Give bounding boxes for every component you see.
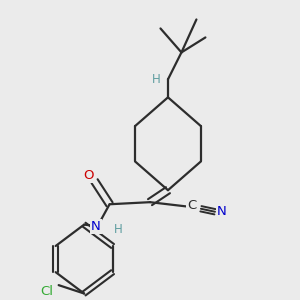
Text: N: N xyxy=(217,205,227,218)
Text: H: H xyxy=(152,73,160,86)
Text: Cl: Cl xyxy=(40,285,53,298)
Text: N: N xyxy=(91,220,101,232)
Text: H: H xyxy=(114,223,123,236)
Text: O: O xyxy=(83,169,94,182)
Text: C: C xyxy=(187,199,196,212)
